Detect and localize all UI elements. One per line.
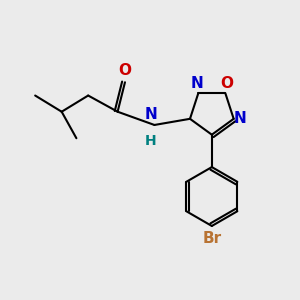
- Text: H: H: [145, 134, 157, 148]
- Text: O: O: [118, 63, 131, 78]
- Text: N: N: [234, 111, 247, 126]
- Text: N: N: [190, 76, 203, 91]
- Text: Br: Br: [202, 231, 221, 246]
- Text: N: N: [145, 107, 157, 122]
- Text: O: O: [220, 76, 233, 91]
